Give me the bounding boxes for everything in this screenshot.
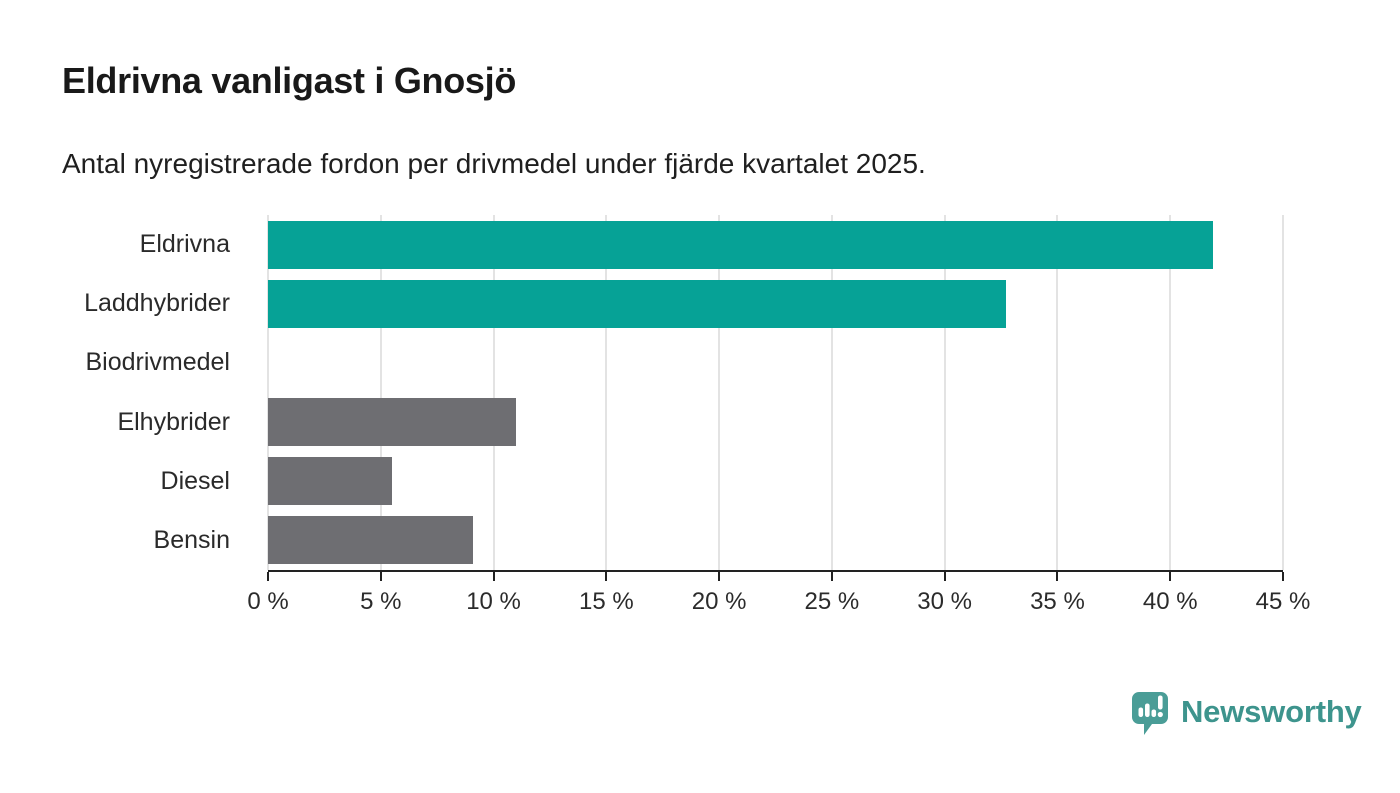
x-axis-tick (1056, 572, 1059, 581)
x-tick-label: 15 % (578, 588, 634, 615)
newsworthy-logo-icon (1132, 692, 1168, 735)
category-label: Biodrivmedel (85, 348, 230, 377)
x-axis: 0 % 5 % 10 % 15 % 20 % 25 % 30 % 35 % 40 % 45 % (247, 570, 1310, 622)
gridline (492, 215, 495, 570)
gridline (1169, 215, 1172, 570)
category-label: Eldrivna (139, 230, 230, 259)
x-tick-label: 10 % (466, 588, 521, 615)
chart-title: Eldrivna vanligast i Gnosjö (62, 60, 517, 101)
gridline (605, 215, 608, 570)
bar-diesel (268, 457, 393, 506)
brand-footer: Newsworthy (1130, 690, 1362, 737)
category-label: Elhybrider (117, 407, 230, 436)
x-tick-label: 35 % (1030, 588, 1085, 615)
x-axis-tick (943, 572, 946, 581)
gridline (1056, 215, 1059, 570)
x-axis-tick (1169, 572, 1172, 581)
bar-eldrivna (268, 220, 1214, 269)
x-tick-label: 20 % (691, 588, 747, 615)
x-tick-label: 0 % (247, 588, 289, 615)
chart-subtitle: Antal nyregistrerade fordon per drivmede… (62, 148, 926, 179)
x-axis-tick (605, 572, 608, 581)
x-axis-tick (379, 572, 382, 581)
bar-laddhybrider (268, 279, 1006, 328)
x-tick-label: 25 % (804, 588, 860, 615)
category-label: Laddhybrider (84, 289, 230, 318)
gridline (267, 215, 269, 570)
bar-elhybrider (268, 398, 517, 447)
x-tick-label: 40 % (1142, 588, 1198, 615)
brand-name: Newsworthy (1181, 694, 1362, 729)
category-label: Diesel (160, 466, 230, 495)
x-axis-tick (1282, 572, 1284, 581)
gridline (718, 215, 721, 570)
gridline (1282, 215, 1284, 570)
category-labels-column: Eldrivna Laddhybrider Biodrivmedel Elhybrid… (0, 215, 248, 570)
x-tick-label: 5 % (360, 588, 402, 615)
x-axis-tick (267, 572, 269, 581)
gridline (943, 215, 946, 570)
gridline (379, 215, 382, 570)
bar-bensin (268, 516, 474, 565)
category-label: Bensin (153, 525, 230, 554)
x-axis-tick (718, 572, 721, 581)
x-tick-label: 30 % (917, 588, 973, 615)
plot-area (267, 215, 1284, 570)
x-axis-tick (830, 572, 833, 581)
x-tick-label: 45 % (1255, 588, 1311, 615)
gridline (830, 215, 833, 570)
x-axis-tick (492, 572, 495, 581)
